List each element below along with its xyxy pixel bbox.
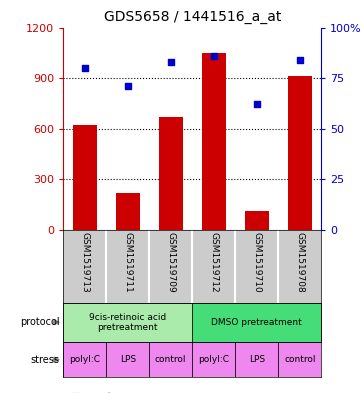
Bar [192, 342, 235, 377]
Bar [116, 193, 140, 230]
Bar [245, 211, 269, 230]
Bar [73, 125, 96, 230]
Point [168, 59, 174, 65]
Text: GSM1519708: GSM1519708 [295, 232, 304, 293]
Bar [63, 303, 192, 342]
Text: control: control [284, 355, 316, 364]
Bar [149, 342, 192, 377]
Bar [278, 342, 321, 377]
Text: protocol: protocol [20, 317, 60, 327]
Text: GSM1519710: GSM1519710 [252, 232, 261, 293]
Text: LPS: LPS [249, 355, 265, 364]
Text: polyI:C: polyI:C [69, 355, 100, 364]
Text: ■: ■ [70, 392, 81, 393]
Bar [288, 76, 312, 230]
Text: DMSO pretreatment: DMSO pretreatment [212, 318, 302, 327]
Text: count: count [85, 392, 113, 393]
Bar [192, 303, 321, 342]
Text: GSM1519713: GSM1519713 [80, 232, 89, 293]
Text: control: control [155, 355, 187, 364]
Point [297, 57, 303, 63]
Bar [106, 342, 149, 377]
Text: GSM1519712: GSM1519712 [209, 232, 218, 293]
Point [254, 101, 260, 108]
Text: polyI:C: polyI:C [198, 355, 229, 364]
Point [211, 53, 217, 59]
Bar [159, 117, 183, 230]
Point [82, 65, 88, 71]
Point [125, 83, 131, 89]
Bar [202, 53, 226, 230]
Text: GSM1519711: GSM1519711 [123, 232, 132, 293]
Bar [63, 342, 106, 377]
Text: stress: stress [31, 354, 60, 365]
Text: LPS: LPS [119, 355, 136, 364]
Bar [235, 342, 278, 377]
Text: GSM1519709: GSM1519709 [166, 232, 175, 293]
Title: GDS5658 / 1441516_a_at: GDS5658 / 1441516_a_at [104, 10, 281, 24]
Text: 9cis-retinoic acid
pretreatment: 9cis-retinoic acid pretreatment [89, 312, 166, 332]
